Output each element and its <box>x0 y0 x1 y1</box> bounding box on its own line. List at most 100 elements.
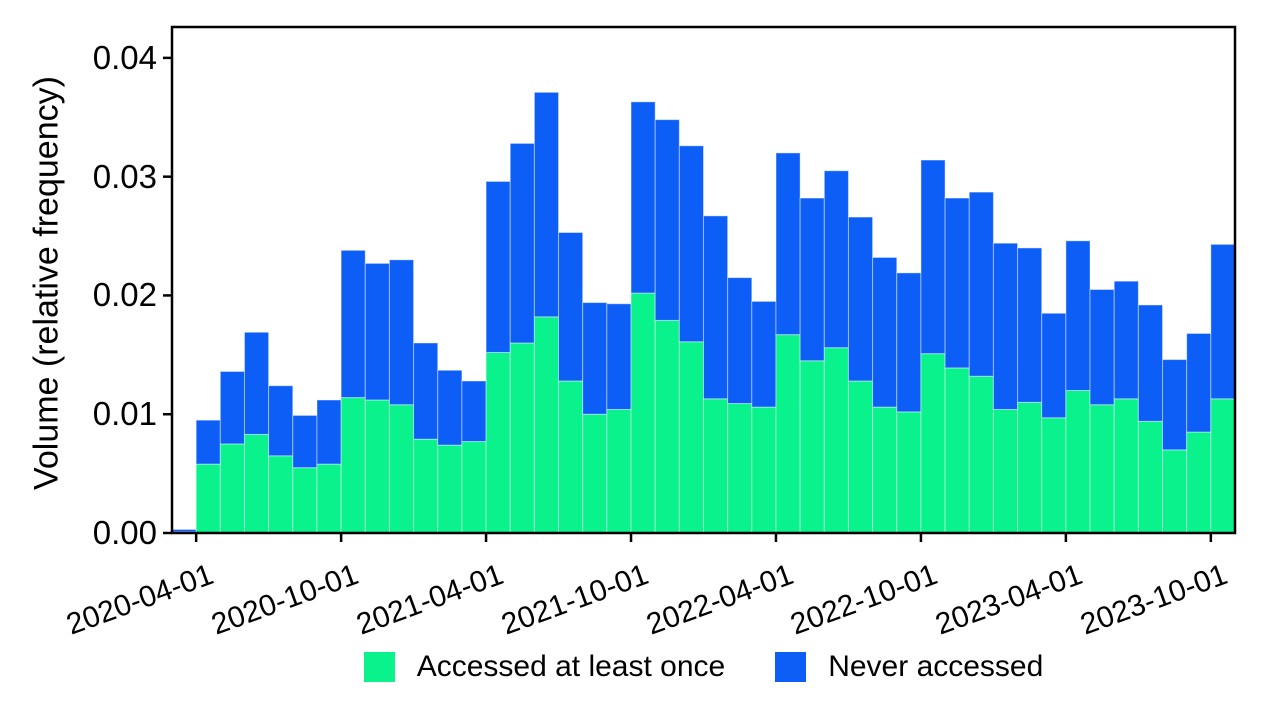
bar-never-2023-03 <box>1041 312 1067 419</box>
y-tick-label: 0.03 <box>92 157 157 195</box>
bar-never-2022-05 <box>799 197 825 362</box>
bar-accessed-2022-03 <box>751 406 777 534</box>
bar-accessed-2022-04 <box>775 334 801 534</box>
legend-label-never: Never accessed <box>828 650 1044 683</box>
y-tick-label: 0.04 <box>92 38 157 76</box>
bar-never-2020-08 <box>292 414 318 469</box>
bar-never-2022-04 <box>775 152 801 336</box>
bar-never-2021-12 <box>678 145 704 343</box>
y-tick-label: 0.00 <box>92 514 157 551</box>
y-tick-label: 0.02 <box>92 276 157 314</box>
bar-never-2021-09 <box>606 303 632 410</box>
bar-accessed-2022-07 <box>847 380 874 534</box>
bar-never-2023-02 <box>1017 247 1043 403</box>
bar-accessed-2023-07 <box>1137 420 1164 534</box>
bar-accessed-2021-03 <box>461 441 487 534</box>
legend-swatch-never-icon <box>775 652 807 682</box>
bar-never-2021-06 <box>533 91 560 318</box>
bar-never-2022-06 <box>823 170 849 349</box>
bar-never-2020-09 <box>316 399 342 465</box>
y-axis-title: Volume (relative frequency) <box>27 76 66 490</box>
bar-never-2021-05 <box>509 142 535 344</box>
bar-accessed-2022-10 <box>920 353 946 534</box>
bar-never-2023-09 <box>1186 332 1212 433</box>
bar-never-2021-01 <box>413 342 439 440</box>
bar-accessed-2020-04 <box>195 463 221 534</box>
bar-accessed-2022-08 <box>872 406 898 534</box>
bar-accessed-2022-12 <box>968 375 994 534</box>
bar-never-2023-06 <box>1113 280 1139 400</box>
bar-accessed-2020-07 <box>268 455 294 534</box>
bar-never-2022-08 <box>872 256 898 408</box>
bar-never-2020-10 <box>340 249 366 399</box>
bar-never-2021-08 <box>582 302 608 415</box>
bar-accessed-2023-08 <box>1162 449 1188 534</box>
bar-accessed-2021-05 <box>509 342 535 534</box>
bar-never-2020-03 <box>171 528 197 533</box>
bar-never-2020-04 <box>195 419 221 465</box>
bar-never-2022-09 <box>896 272 922 413</box>
bar-never-2022-11 <box>944 197 970 369</box>
y-tick-label: 0.01 <box>92 395 157 433</box>
bar-never-2023-07 <box>1137 304 1164 422</box>
bar-accessed-2021-08 <box>582 413 608 534</box>
bar-never-2020-12 <box>388 259 415 406</box>
bar-never-2020-06 <box>243 331 270 435</box>
bar-accessed-2022-11 <box>944 367 970 534</box>
bar-never-2023-08 <box>1162 359 1188 451</box>
plot-frame <box>170 25 1237 535</box>
bar-accessed-2021-07 <box>558 380 584 534</box>
bar-accessed-2023-09 <box>1186 431 1212 534</box>
bar-never-2023-05 <box>1089 289 1115 406</box>
bar-accessed-2021-11 <box>654 319 680 534</box>
bar-accessed-2020-09 <box>316 463 342 534</box>
bar-never-2022-02 <box>727 277 753 405</box>
bar-accessed-2023-02 <box>1017 401 1043 534</box>
bar-accessed-2021-04 <box>485 351 511 534</box>
legend-item-never: Never accessed <box>775 650 1043 684</box>
bar-accessed-2020-08 <box>292 467 318 534</box>
bar-never-2022-10 <box>920 159 946 355</box>
bar-accessed-2023-06 <box>1113 398 1139 534</box>
bar-never-2021-11 <box>654 119 680 321</box>
bar-never-2023-10 <box>1210 243 1236 400</box>
bar-accessed-2020-12 <box>388 404 415 534</box>
bar-never-2020-11 <box>364 262 390 401</box>
bar-accessed-2021-12 <box>678 341 704 534</box>
bar-never-2020-05 <box>219 370 245 445</box>
bar-accessed-2022-09 <box>896 411 922 534</box>
bar-never-2021-03 <box>461 380 487 443</box>
legend-item-accessed: Accessed at least once <box>363 650 726 684</box>
bar-accessed-2023-04 <box>1065 389 1091 534</box>
legend-swatch-accessed-icon <box>363 652 395 682</box>
legend-label-accessed: Accessed at least once <box>416 650 726 683</box>
bar-accessed-2021-01 <box>413 438 439 534</box>
bar-accessed-2023-05 <box>1089 404 1115 534</box>
bar-accessed-2021-10 <box>630 292 656 534</box>
bar-accessed-2020-05 <box>219 443 245 534</box>
bar-accessed-2021-09 <box>606 408 632 534</box>
bar-accessed-2022-05 <box>799 360 825 534</box>
bar-never-2022-07 <box>847 216 874 382</box>
bar-accessed-2022-01 <box>703 398 729 534</box>
bar-never-2021-10 <box>630 101 656 294</box>
legend: Accessed at least once Never accessed <box>172 650 1235 684</box>
bar-accessed-2023-10 <box>1210 398 1236 534</box>
bar-never-2023-01 <box>992 242 1019 410</box>
bar-never-2022-01 <box>703 215 729 400</box>
bar-never-2020-07 <box>268 385 294 457</box>
bar-accessed-2020-11 <box>364 399 390 534</box>
bar-accessed-2022-02 <box>727 403 753 534</box>
bar-accessed-2020-06 <box>243 433 270 534</box>
bar-never-2023-04 <box>1065 240 1091 391</box>
bar-never-2022-03 <box>751 300 777 408</box>
bar-accessed-2022-06 <box>823 347 849 534</box>
bar-accessed-2021-02 <box>437 444 463 534</box>
bar-never-2021-07 <box>558 231 584 382</box>
bar-accessed-2023-01 <box>992 408 1019 534</box>
bar-never-2022-12 <box>968 191 994 377</box>
bar-accessed-2023-03 <box>1041 417 1067 534</box>
bar-never-2021-02 <box>437 369 463 446</box>
